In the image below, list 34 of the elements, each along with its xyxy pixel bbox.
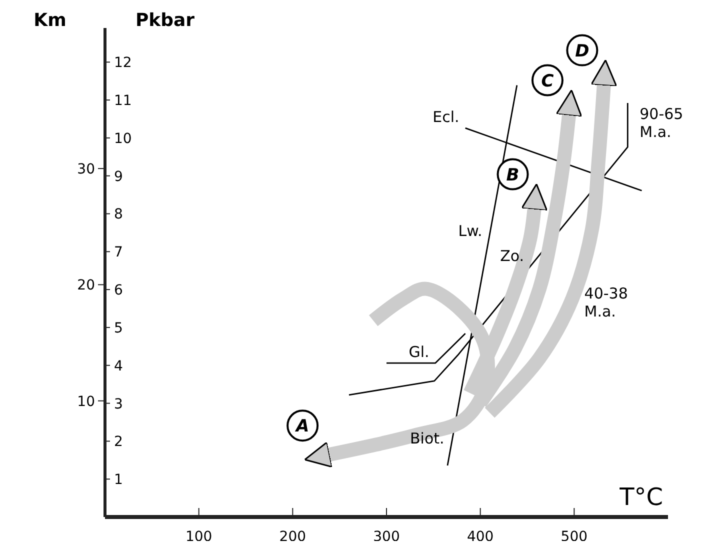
y-tick-label: 1 — [114, 472, 123, 488]
x-tick-label: 300 — [373, 529, 400, 545]
series-label: D — [575, 41, 590, 62]
y-tick-label: 8 — [114, 206, 123, 223]
annotation: 90-65 M.a. — [640, 104, 684, 141]
y-tick-label: 12 — [114, 55, 132, 72]
series-label: B — [506, 165, 520, 186]
y2-tick-label: 30 — [77, 162, 95, 178]
annotation: Zo. — [500, 246, 524, 265]
y2-tick-label: 10 — [77, 394, 95, 410]
y-tick-label: 7 — [114, 244, 123, 261]
annotation: Lw. — [458, 222, 482, 240]
y-tick-label: 5 — [114, 320, 123, 336]
x-tick-label: 200 — [279, 529, 306, 545]
y-tick-label: 2 — [114, 434, 123, 450]
y-tick-label: 3 — [114, 396, 123, 412]
series-label: C — [541, 71, 554, 92]
y-tick-label: 6 — [114, 282, 123, 299]
y-axis-title: Pkbar — [135, 10, 195, 31]
y-tick-label: 4 — [114, 358, 123, 374]
annotation: Ecl. — [432, 108, 460, 126]
x-tick-label: 100 — [185, 529, 212, 545]
annotation: 40-38 M.a. — [584, 284, 628, 321]
annotation: Biot. — [410, 430, 444, 448]
annotation: Gl. — [408, 343, 430, 362]
x-axis-title: T°C — [618, 483, 663, 511]
y-tick-label: 11 — [114, 93, 132, 110]
y2-axis-title: Km — [34, 10, 66, 31]
y-tick-label: 9 — [114, 168, 123, 185]
x-tick-label: 500 — [560, 529, 588, 545]
x-tick-label: 400 — [466, 529, 494, 545]
y-tick-label: 10 — [114, 130, 132, 147]
series-label: A — [294, 416, 310, 437]
y2-tick-label: 20 — [77, 278, 95, 294]
